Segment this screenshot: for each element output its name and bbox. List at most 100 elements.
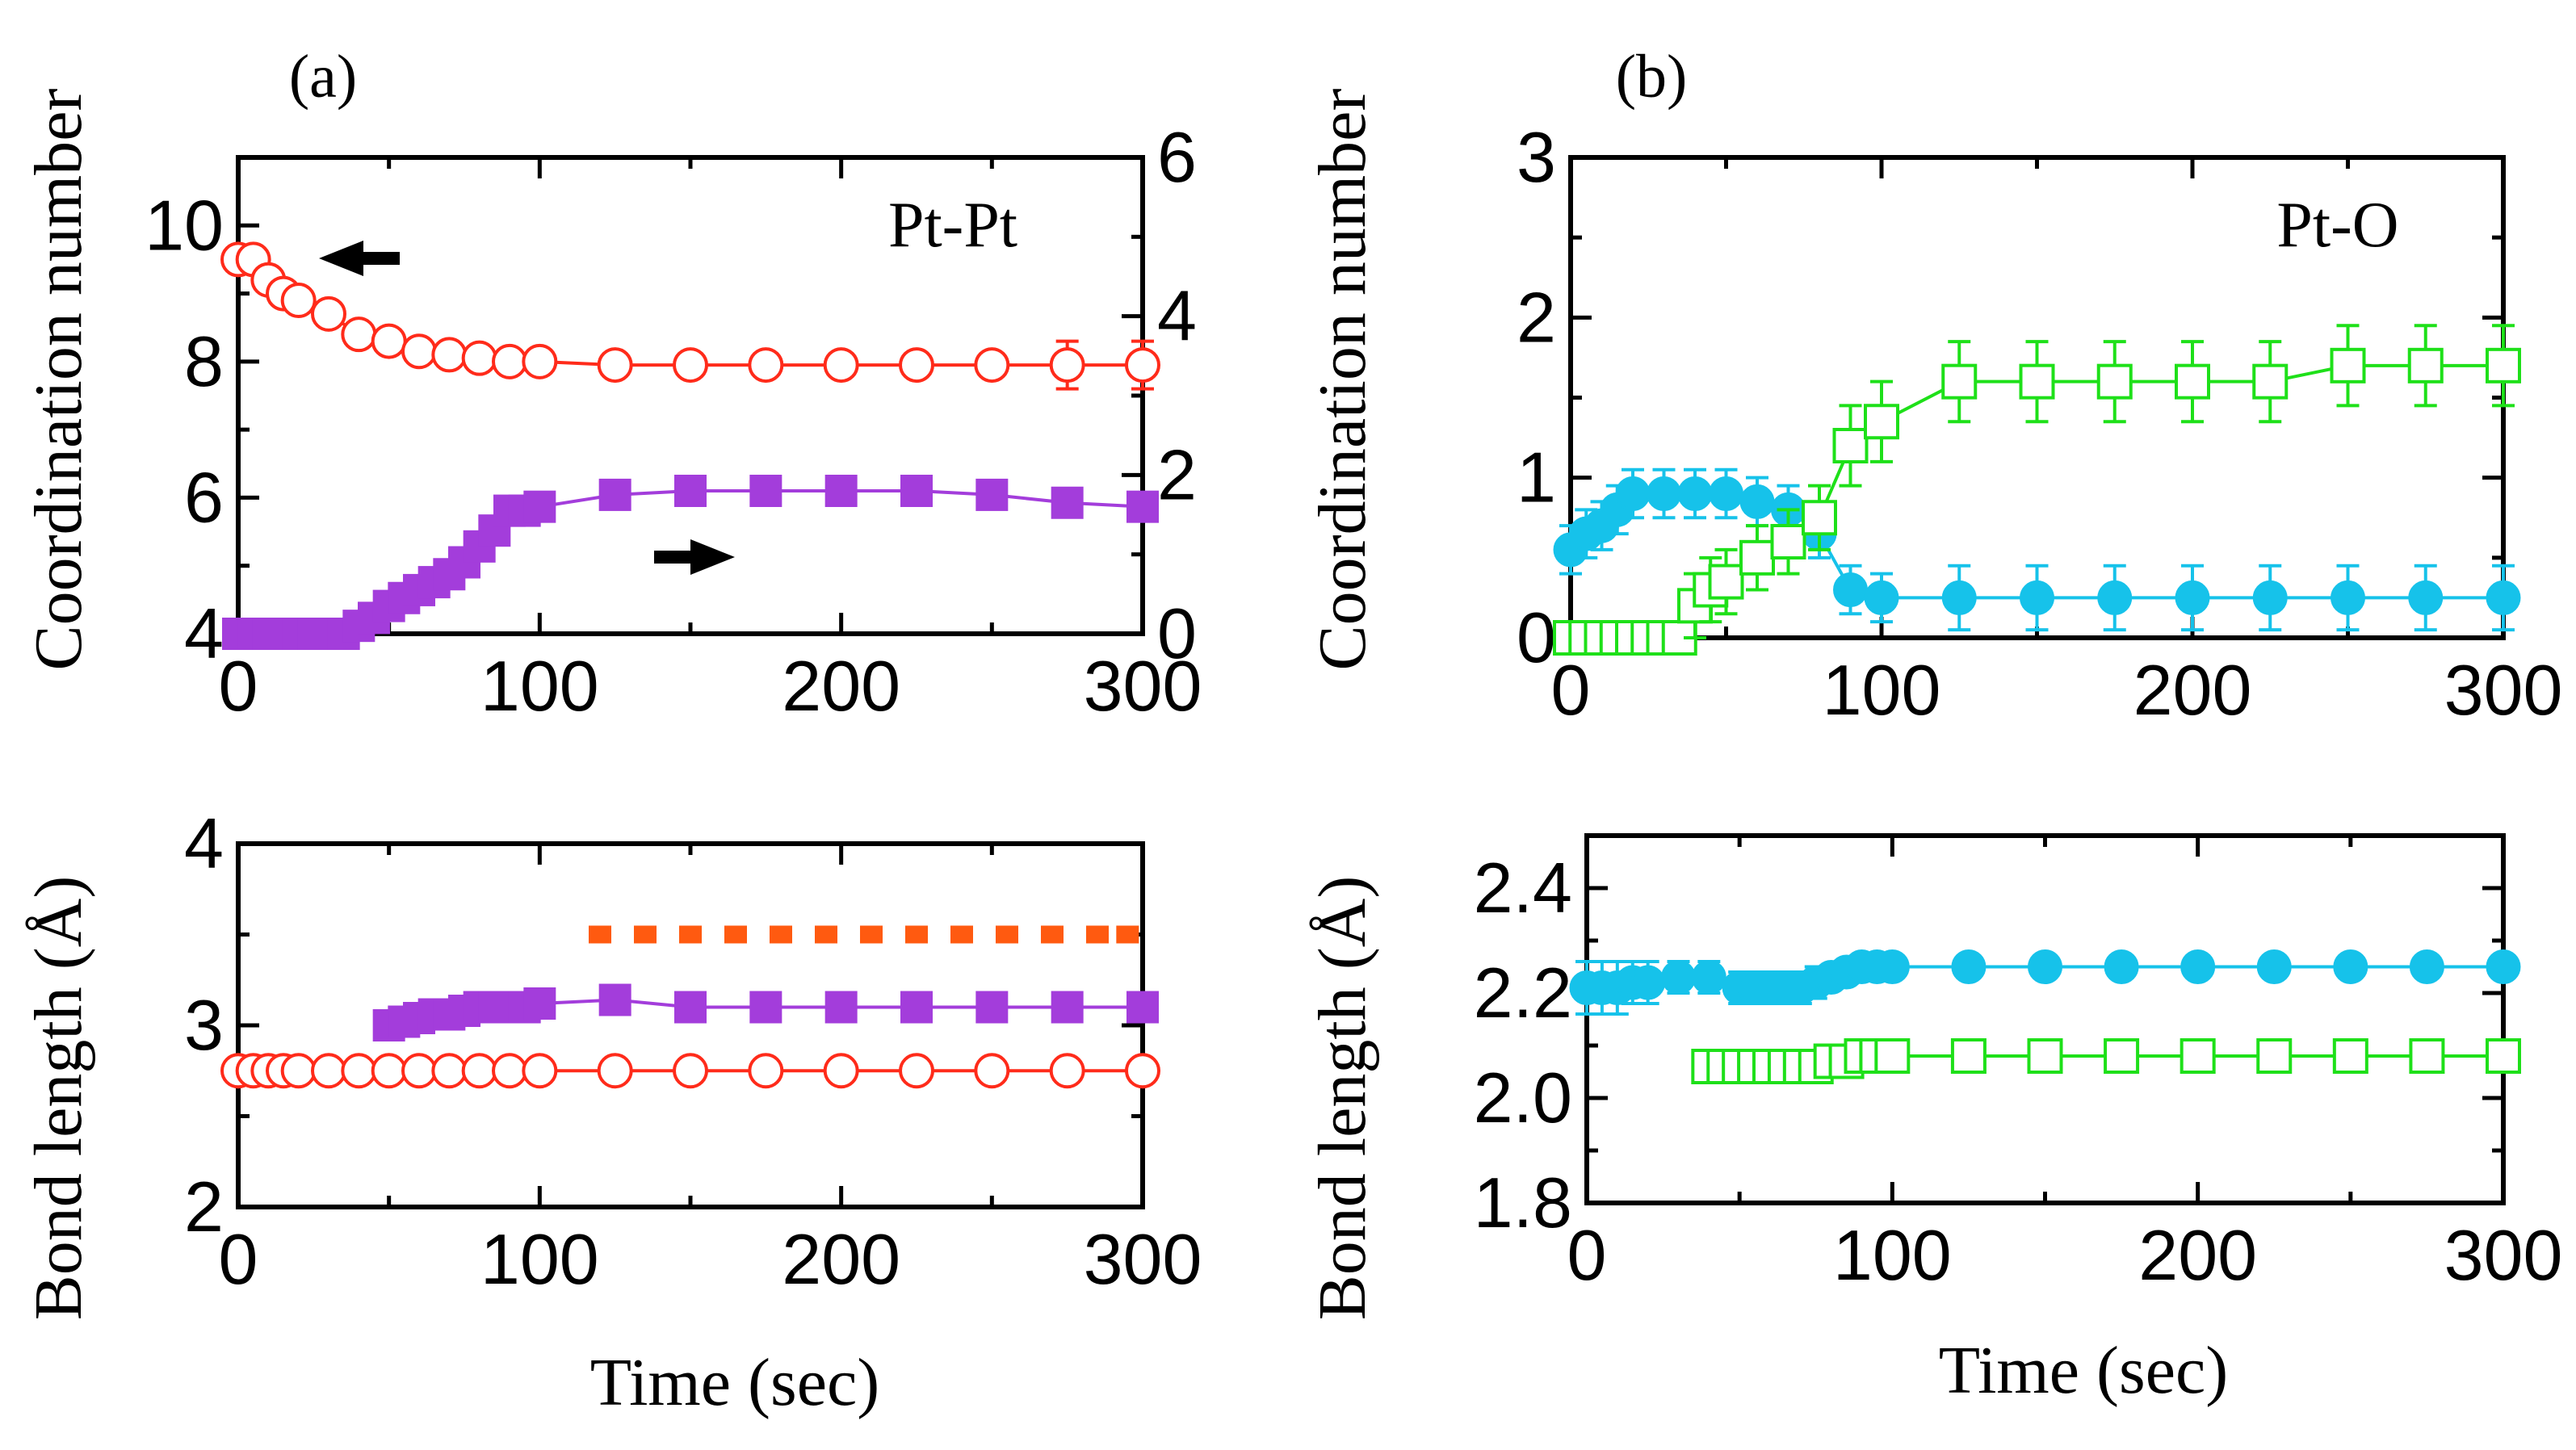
panel-b-top-coordination: (b) Pt-O Coordination number 0 100 200 3… <box>1305 43 2562 730</box>
data-point <box>492 1053 527 1089</box>
series-1 <box>220 1053 1160 1089</box>
x-tick-label: 0 <box>219 1219 258 1299</box>
panel-label-b: (b) <box>1616 43 1688 111</box>
data-point <box>815 925 837 944</box>
data-point <box>597 347 633 383</box>
data-point <box>1951 949 1987 984</box>
data-point <box>724 925 747 944</box>
y-tick-label: 1.8 <box>1474 1163 1572 1243</box>
data-point <box>589 925 611 944</box>
data-point <box>280 283 317 318</box>
data-point <box>371 1053 407 1089</box>
data-point <box>1051 486 1084 519</box>
data-point <box>2097 580 2133 615</box>
data-point <box>341 316 377 353</box>
data-point <box>1126 991 1159 1024</box>
data-point <box>2486 949 2521 984</box>
data-point <box>1770 524 1806 559</box>
data-point <box>2175 580 2210 615</box>
data-point <box>2486 580 2521 615</box>
data-point <box>2486 1038 2521 1074</box>
data-point <box>523 490 556 523</box>
data-point <box>1941 363 1978 400</box>
data-point <box>823 1053 859 1089</box>
data-point <box>401 333 437 370</box>
x-tick-label: 0 <box>1551 650 1591 730</box>
x-tick-label: 200 <box>782 646 900 726</box>
data-point <box>1647 476 1681 511</box>
data-point <box>1874 949 1910 984</box>
y2-tick-labels-a-top: 0 2 4 6 <box>1157 117 1197 673</box>
data-point <box>679 925 702 944</box>
data-point <box>1125 347 1160 383</box>
data-point <box>899 347 934 383</box>
y-tick-label: 8 <box>184 321 224 401</box>
data-point <box>1126 490 1159 523</box>
y-tick-label: 2.0 <box>1474 1058 1572 1138</box>
data-point <box>674 475 707 507</box>
series-2 <box>1691 1038 2521 1084</box>
xlabel-a-bottom: Time (sec) <box>590 1345 880 1420</box>
data-point <box>2331 580 2365 615</box>
data-point <box>461 1053 497 1089</box>
data-point <box>996 925 1018 944</box>
y-tick-label: 10 <box>145 185 224 265</box>
x-tick-label: 200 <box>2133 650 2252 730</box>
series-2 <box>222 475 1159 650</box>
x-tick-label: 100 <box>1833 1215 1952 1295</box>
y2-tick-label: 0 <box>1157 593 1197 673</box>
data-point <box>2020 580 2054 615</box>
data-point <box>2175 363 2210 400</box>
data-point <box>2409 949 2444 984</box>
data-point <box>2019 363 2055 400</box>
data-point <box>1739 539 1775 576</box>
data-point <box>2180 949 2216 984</box>
data-point <box>597 1053 633 1089</box>
x-tick-label: 100 <box>480 1219 599 1299</box>
data-point <box>311 295 346 332</box>
data-point <box>431 1053 468 1089</box>
series-1 <box>1569 949 2521 1016</box>
data-point <box>899 1053 934 1089</box>
arrow-left-icon <box>319 241 400 276</box>
arrow-right-icon <box>654 539 735 575</box>
data-point <box>2256 1038 2293 1074</box>
data-point <box>1864 580 1899 615</box>
x-tick-label: 200 <box>782 1219 900 1299</box>
y-tick-labels-b-top: 0 1 2 3 <box>1517 117 1556 677</box>
x-tick-label: 100 <box>1823 650 1941 730</box>
ylabel-a-bottom: Bond length (Å) <box>21 876 96 1321</box>
x-tick-labels-a-top: 0 100 200 300 <box>219 646 1202 726</box>
data-point <box>1041 925 1064 944</box>
data-point <box>2408 580 2444 615</box>
data-point <box>2096 363 2133 400</box>
data-point <box>2252 363 2289 400</box>
data-point <box>2256 949 2292 984</box>
data-point <box>2252 580 2288 615</box>
y-tick-label: 2 <box>184 1167 224 1247</box>
data-point <box>598 983 631 1016</box>
data-point <box>2486 347 2521 383</box>
data-point <box>950 925 973 944</box>
panel-a-top-coordination: (a) Pt-Pt Coordination number 0 100 200 … <box>21 43 1202 726</box>
data-point <box>975 991 1009 1024</box>
data-point <box>749 475 782 507</box>
data-point <box>1116 925 1139 944</box>
data-point <box>2104 949 2139 984</box>
data-point <box>900 991 933 1024</box>
y2-tick-label: 2 <box>1157 434 1197 514</box>
x-tick-label: 200 <box>2138 1215 2257 1295</box>
data-point <box>1049 347 1085 383</box>
data-point <box>749 991 782 1024</box>
data-point <box>824 475 858 507</box>
data-point <box>431 337 468 373</box>
x-tick-labels-a-bottom: 0 100 200 300 <box>219 1219 1202 1299</box>
series-2 <box>372 983 1159 1041</box>
y-tick-label: 2.4 <box>1474 848 1572 928</box>
data-point <box>974 1053 1010 1089</box>
data-point <box>1874 1038 1911 1074</box>
data-point <box>341 1053 377 1089</box>
data-point <box>905 925 928 944</box>
y2-tick-label: 6 <box>1157 117 1197 197</box>
